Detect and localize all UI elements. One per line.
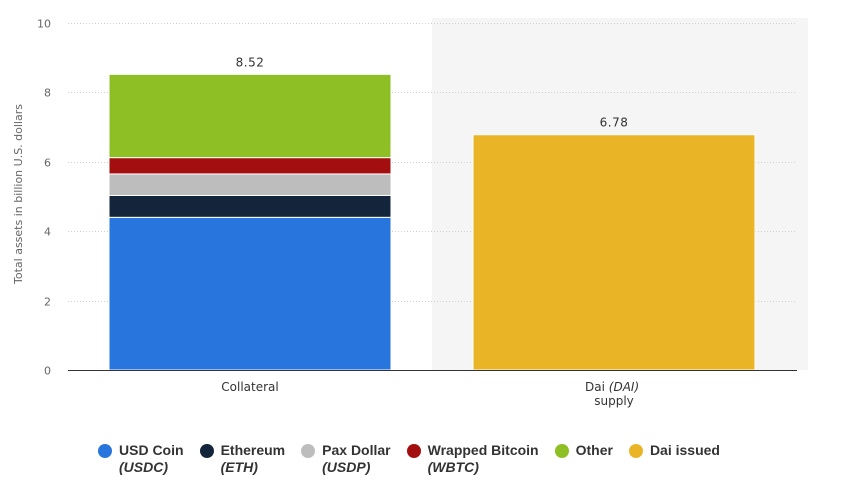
x-axis-labels: Collateral Dai (DAI) supply (221, 380, 643, 408)
legend-marker (199, 444, 214, 458)
x-tick-label-dai-supply: Dai (DAI) supply (585, 380, 643, 408)
legend-label: Other (575, 442, 613, 458)
legend-label: Dai issued (649, 442, 720, 458)
legend-marker (628, 444, 643, 458)
y-tick-label: 0 (44, 365, 51, 378)
y-axis-ticks: 0 2 4 6 8 10 (37, 18, 51, 378)
bar-segment-dai-issued (472, 134, 756, 371)
legend-item-usd-coin[interactable]: USD Coin (USDC) (98, 442, 184, 476)
bars (108, 73, 756, 371)
bar-segment-usd-coin (108, 216, 392, 371)
legend-label: Pax Dollar (USDP) (322, 442, 391, 475)
stacked-bar-chart: 0 2 4 6 8 10 Total assets in billion U.S. dol… (12, 17, 797, 408)
data-labels: 8.52 6.78 (236, 55, 629, 130)
y-axis-label: Total assets in billion U.S. dollars (12, 104, 25, 285)
legend-marker (406, 444, 421, 458)
y-tick-label: 6 (44, 157, 51, 170)
legend: USD Coin (USDC) Ethereum (ETH) Pax Dollar (US… (98, 442, 736, 476)
data-label-total: 8.52 (236, 55, 265, 69)
legend-marker (554, 444, 569, 458)
legend-label: Wrapped Bitcoin (WBTC) (427, 442, 539, 475)
legend-marker (301, 444, 316, 458)
legend-item-pax-dollar[interactable]: Pax Dollar (USDP) (301, 442, 391, 476)
bar-segment-ethereum (108, 194, 392, 218)
legend-label: Ethereum (ETH) (220, 442, 286, 475)
bar-segment-pax-dollar (108, 173, 392, 196)
legend-item-other[interactable]: Other (554, 442, 613, 476)
legend-item-wrapped-bitcoin[interactable]: Wrapped Bitcoin (WBTC) (406, 442, 539, 476)
y-tick-label: 10 (37, 18, 51, 31)
data-label-total: 6.78 (600, 116, 629, 130)
y-tick-label: 4 (44, 226, 51, 239)
legend-label: USD Coin (USDC) (119, 442, 184, 475)
bar-segment-other (108, 73, 392, 159)
x-tick-label-collateral: Collateral (221, 380, 278, 394)
legend-item-dai-issued[interactable]: Dai issued (628, 442, 720, 476)
legend-item-ethereum[interactable]: Ethereum (ETH) (199, 442, 286, 476)
bar-segment-wrapped-bitcoin (108, 157, 392, 175)
y-tick-label: 8 (44, 87, 51, 100)
y-tick-label: 2 (44, 296, 51, 309)
legend-marker (98, 444, 112, 458)
